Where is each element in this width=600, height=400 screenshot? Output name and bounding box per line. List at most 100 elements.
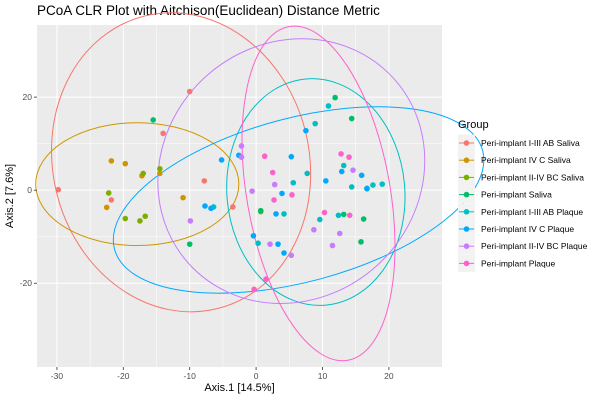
data-point (364, 185, 370, 192)
data-point (360, 216, 367, 222)
data-point (288, 153, 295, 160)
legend-label: Peri-implant II-IV BC Plaque (481, 241, 588, 251)
data-point (238, 154, 245, 160)
data-point (340, 211, 347, 218)
axes: -30 -20 -10 0 10 20 -20 0 20 (20, 92, 394, 381)
data-point (348, 184, 355, 190)
data-point (338, 168, 345, 175)
y-tick-label: 20 (23, 92, 33, 102)
data-point (137, 218, 143, 224)
data-point (273, 211, 279, 217)
data-point (238, 143, 245, 149)
data-point (290, 179, 297, 186)
data-point (350, 167, 356, 173)
data-point (311, 226, 317, 233)
y-axis-title: Axis.2 [7.6%] (4, 164, 16, 228)
data-point (317, 216, 323, 223)
data-point (122, 160, 129, 167)
data-point (202, 203, 208, 209)
legend-key-point (463, 174, 470, 181)
data-point (186, 241, 193, 247)
data-point (304, 170, 311, 177)
data-point (201, 178, 208, 184)
data-point (142, 213, 149, 220)
data-point (379, 181, 386, 187)
data-point (269, 169, 276, 176)
legend-key-point (463, 209, 470, 215)
data-point (105, 190, 112, 196)
data-point (250, 232, 257, 239)
y-tick-label: -20 (20, 278, 33, 288)
data-point (263, 276, 269, 282)
y-tick-label: 0 (27, 185, 32, 195)
legend: Group Peri-implant I-III AB Saliva Peri-i… (458, 119, 588, 272)
data-point (370, 182, 376, 188)
ellipse-peri-implant-i-iii-ab-plaque (226, 78, 406, 306)
ellipse-peri-implant-ii-iv-bc-plaque (157, 38, 426, 304)
data-point (275, 241, 281, 247)
chart-title: PCoA CLR Plot with Aitchison(Euclidean) … (37, 3, 380, 18)
data-point (358, 172, 365, 179)
data-point (271, 197, 277, 203)
x-tick-label: -20 (117, 371, 130, 381)
data-point (329, 242, 336, 249)
data-point (255, 240, 261, 247)
data-point (230, 204, 236, 210)
data-point (108, 197, 115, 203)
x-tick-label: -10 (184, 371, 197, 381)
data-points (55, 88, 386, 293)
x-tick-label: -30 (51, 371, 64, 381)
data-point (325, 103, 332, 109)
data-point (321, 209, 328, 216)
data-point (122, 215, 129, 222)
data-point (103, 204, 110, 211)
data-point (340, 162, 347, 169)
data-point (140, 170, 147, 177)
data-point (312, 120, 318, 127)
data-point (150, 117, 156, 123)
legend-label: Peri-implant II-IV BC Saliva (481, 172, 584, 182)
legend-key-point (463, 191, 470, 198)
data-point (323, 178, 329, 184)
data-point (279, 190, 285, 197)
data-point (332, 94, 338, 101)
data-point (251, 286, 257, 293)
data-point (348, 115, 355, 122)
ellipse-peri-implant-plaque (241, 25, 396, 362)
ellipse-peri-implant-iv-c-plaque (112, 106, 485, 294)
legend-label: Peri-implant I-III AB Plaque (481, 207, 583, 217)
data-point (108, 158, 115, 164)
data-point (336, 230, 343, 237)
legend-title: Group (458, 119, 489, 131)
data-point (157, 170, 163, 177)
x-axis-title: Axis.1 [14.5%] (204, 382, 274, 394)
data-point (346, 212, 353, 219)
data-point (346, 154, 352, 160)
data-point (267, 241, 273, 247)
x-tick-label: 10 (318, 371, 328, 381)
data-point (187, 218, 194, 224)
data-point (289, 192, 295, 198)
legend-key-point (463, 157, 470, 163)
data-point (281, 211, 287, 217)
data-point (288, 252, 295, 259)
plot-panel (37, 25, 442, 367)
data-point (218, 157, 225, 163)
x-tick-label: 20 (384, 371, 394, 381)
legend-label: Peri-implant I-III AB Saliva (481, 138, 580, 148)
data-point (335, 212, 342, 219)
data-point (261, 153, 268, 160)
data-point (257, 207, 264, 214)
data-point (186, 88, 193, 95)
legend-key-point (463, 226, 470, 232)
x-tick-label: 0 (254, 371, 259, 381)
data-point (281, 250, 287, 256)
data-point (208, 205, 214, 212)
legend-key-point (463, 243, 470, 249)
legend-key-point (463, 260, 470, 267)
data-point (338, 151, 344, 157)
legend-label: Peri-implant IV C Plaque (481, 224, 574, 234)
legend-key-point (463, 140, 470, 146)
data-point (157, 165, 163, 172)
